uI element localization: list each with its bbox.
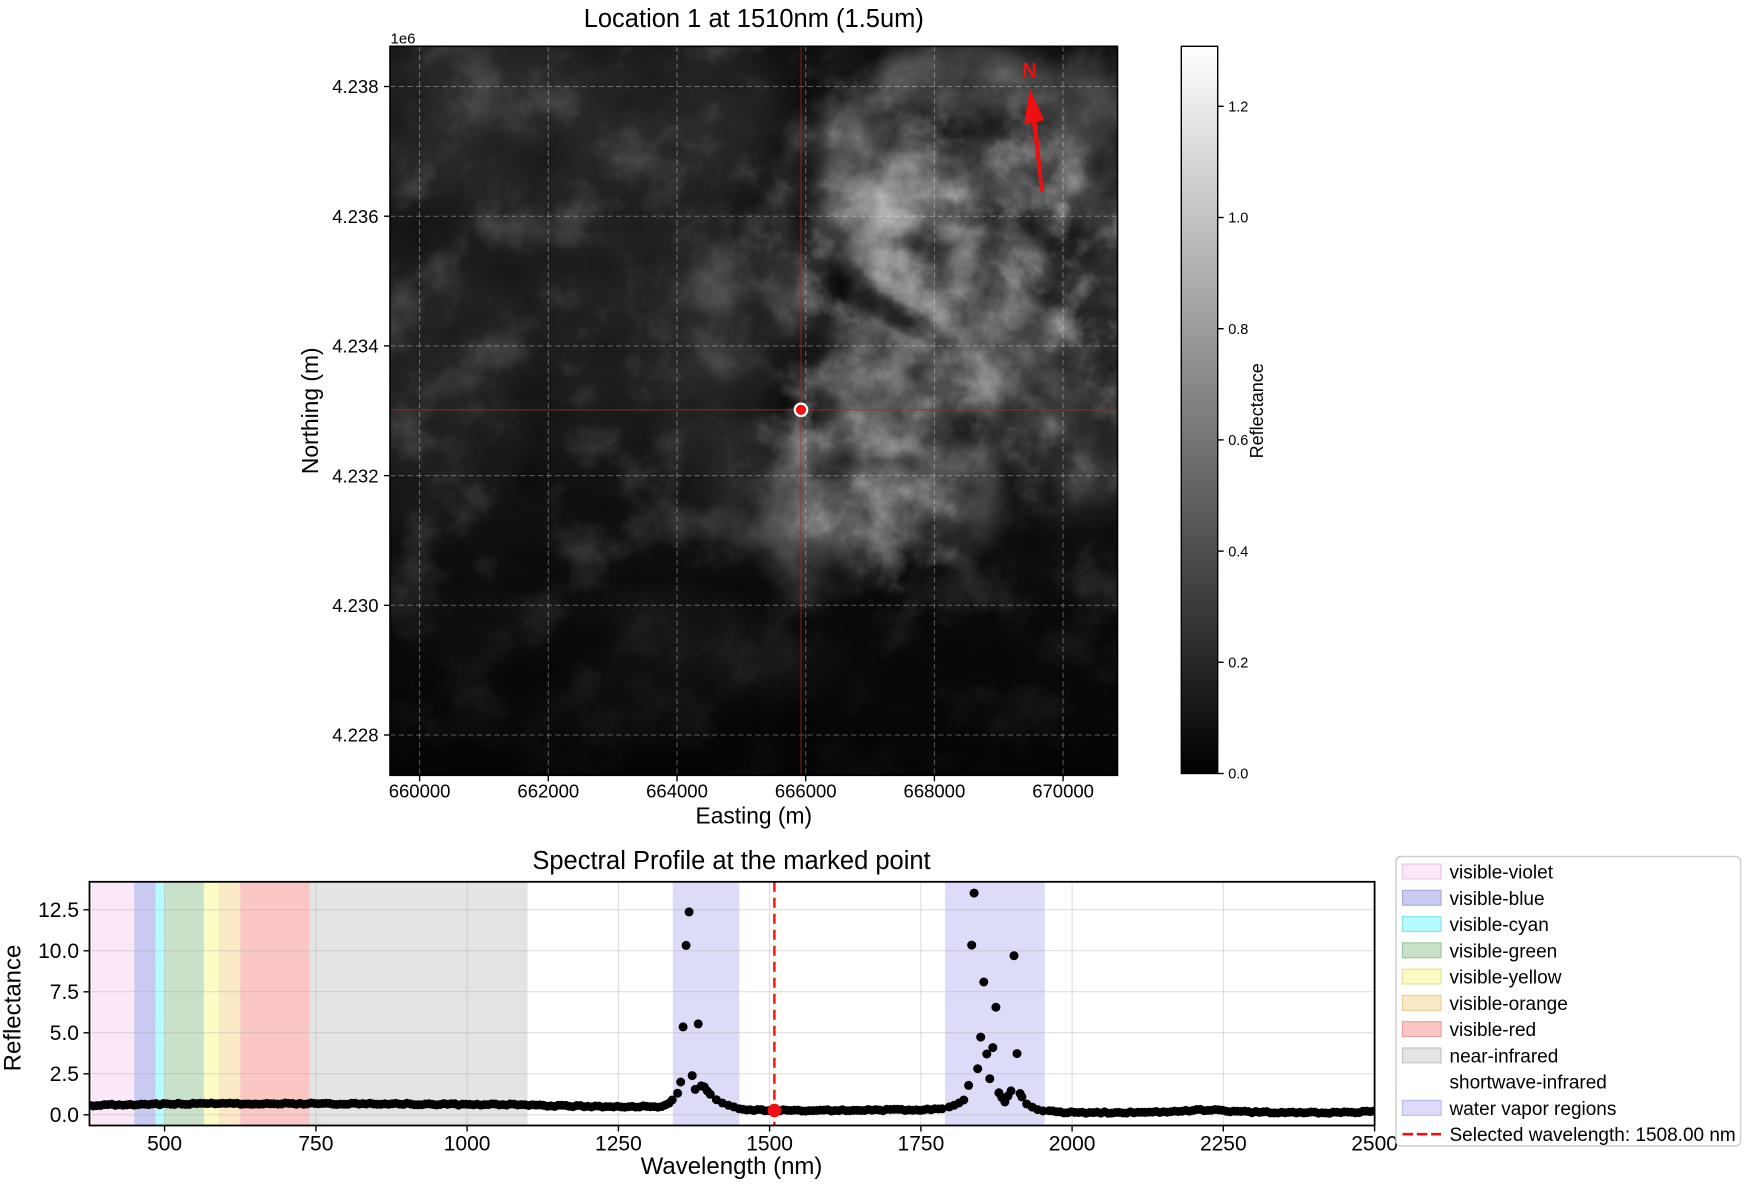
svg-text:0.0: 0.0 bbox=[1228, 767, 1248, 783]
svg-text:668000: 668000 bbox=[904, 781, 966, 802]
svg-text:4.228: 4.228 bbox=[332, 725, 378, 746]
svg-text:1.0: 1.0 bbox=[1228, 211, 1248, 227]
svg-text:4.236: 4.236 bbox=[332, 206, 378, 227]
svg-text:0.2: 0.2 bbox=[1228, 656, 1248, 672]
svg-text:1.2: 1.2 bbox=[1228, 100, 1248, 116]
svg-text:4.238: 4.238 bbox=[332, 76, 378, 97]
svg-text:750: 750 bbox=[298, 1133, 333, 1156]
svg-text:4.234: 4.234 bbox=[332, 336, 378, 357]
svg-text:2.5: 2.5 bbox=[50, 1063, 79, 1086]
svg-text:Reflectance: Reflectance bbox=[1247, 363, 1267, 458]
svg-text:4.230: 4.230 bbox=[332, 595, 378, 616]
svg-text:2500: 2500 bbox=[1351, 1133, 1398, 1156]
svg-text:0.8: 0.8 bbox=[1228, 322, 1248, 338]
svg-text:0.0: 0.0 bbox=[50, 1104, 79, 1127]
svg-text:water vapor regions: water vapor regions bbox=[1449, 1099, 1617, 1120]
svg-text:Easting (m): Easting (m) bbox=[696, 803, 813, 829]
svg-text:1000: 1000 bbox=[444, 1133, 491, 1156]
svg-text:visible-cyan: visible-cyan bbox=[1450, 915, 1549, 936]
svg-text:0.4: 0.4 bbox=[1228, 544, 1248, 560]
svg-text:1250: 1250 bbox=[595, 1133, 642, 1156]
svg-text:visible-green: visible-green bbox=[1450, 941, 1558, 962]
svg-text:near-infrared: near-infrared bbox=[1450, 1046, 1559, 1067]
svg-text:1e6: 1e6 bbox=[391, 31, 416, 48]
svg-text:N: N bbox=[1022, 60, 1036, 82]
svg-text:shortwave-infrared: shortwave-infrared bbox=[1450, 1073, 1607, 1094]
svg-text:7.5: 7.5 bbox=[50, 981, 79, 1004]
svg-text:2250: 2250 bbox=[1200, 1133, 1247, 1156]
svg-text:664000: 664000 bbox=[646, 781, 708, 802]
svg-text:visible-orange: visible-orange bbox=[1450, 994, 1568, 1015]
svg-text:visible-violet: visible-violet bbox=[1450, 863, 1554, 884]
svg-text:4.232: 4.232 bbox=[332, 465, 378, 486]
svg-text:visible-red: visible-red bbox=[1450, 1020, 1537, 1041]
svg-text:10.0: 10.0 bbox=[38, 940, 79, 963]
svg-text:500: 500 bbox=[147, 1133, 182, 1156]
svg-text:visible-blue: visible-blue bbox=[1450, 889, 1545, 910]
svg-text:670000: 670000 bbox=[1032, 781, 1094, 802]
svg-text:5.0: 5.0 bbox=[50, 1022, 79, 1045]
svg-text:Wavelength (nm): Wavelength (nm) bbox=[641, 1153, 823, 1180]
svg-text:660000: 660000 bbox=[389, 781, 451, 802]
svg-text:1750: 1750 bbox=[898, 1133, 945, 1156]
svg-text:Reflectance: Reflectance bbox=[0, 945, 27, 1072]
svg-text:1500: 1500 bbox=[746, 1133, 793, 1156]
svg-text:2000: 2000 bbox=[1049, 1133, 1096, 1156]
svg-text:Spectral Profile at the marked: Spectral Profile at the marked point bbox=[532, 847, 930, 875]
svg-text:662000: 662000 bbox=[517, 781, 579, 802]
svg-text:Location 1 at 1510nm (1.5um): Location 1 at 1510nm (1.5um) bbox=[584, 5, 924, 33]
svg-text:Selected wavelength: 1508.00 n: Selected wavelength: 1508.00 nm bbox=[1450, 1125, 1736, 1146]
svg-text:12.5: 12.5 bbox=[38, 899, 79, 922]
svg-text:visible-yellow: visible-yellow bbox=[1450, 968, 1562, 989]
svg-text:0.6: 0.6 bbox=[1228, 433, 1248, 449]
svg-text:666000: 666000 bbox=[775, 781, 837, 802]
svg-text:Northing (m): Northing (m) bbox=[297, 347, 323, 474]
